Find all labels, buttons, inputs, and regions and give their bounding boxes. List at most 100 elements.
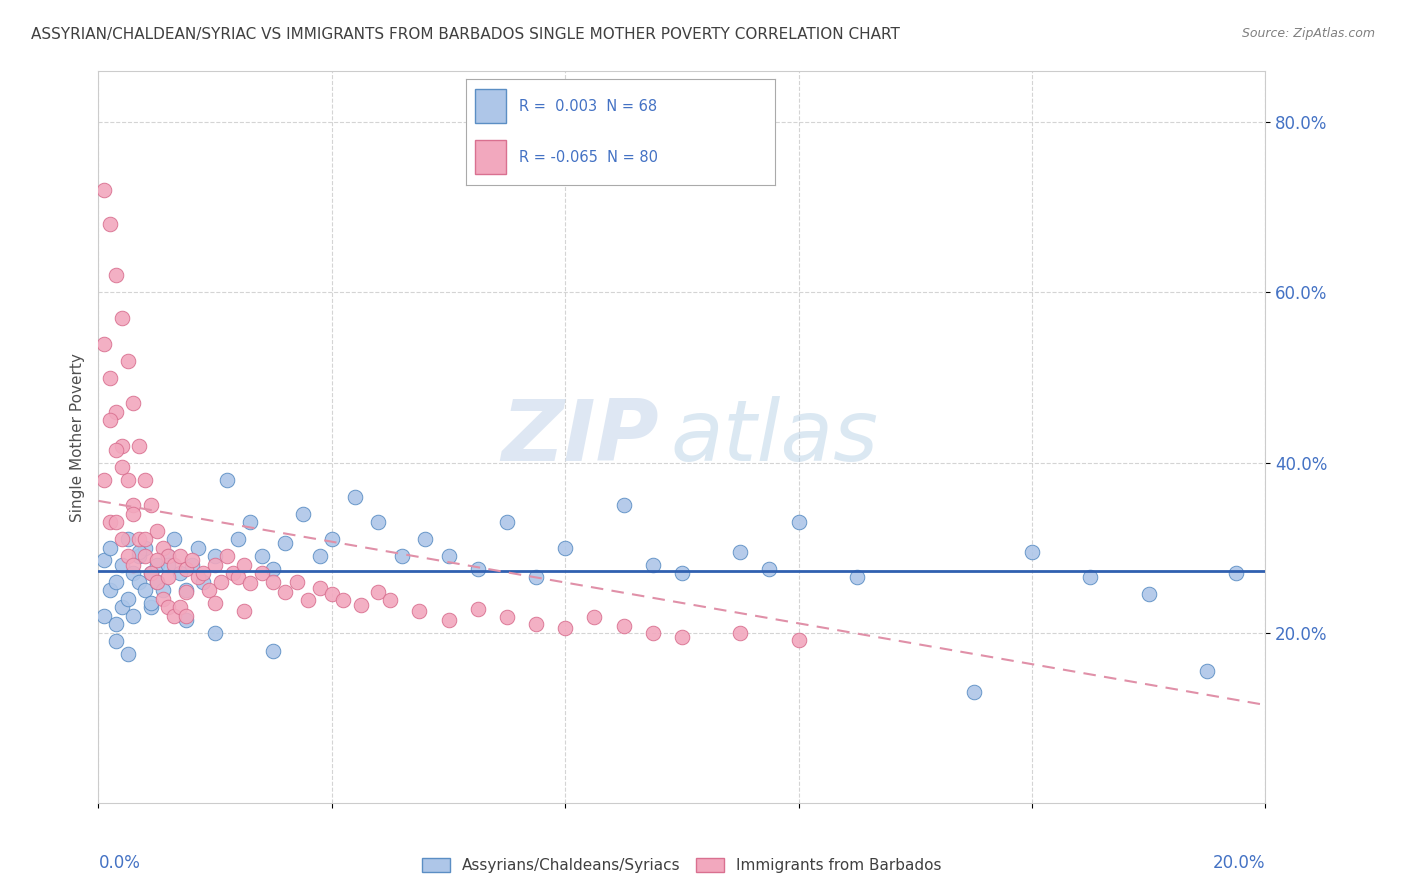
Point: [228, 570, 250, 584]
Point: [524, 617, 547, 632]
Point: [98, 218, 121, 232]
Point: [117, 532, 139, 546]
Point: [98, 413, 121, 427]
Point: [274, 585, 297, 599]
Point: [98, 515, 121, 529]
Point: [239, 576, 262, 591]
Point: [157, 549, 180, 563]
Point: [367, 585, 389, 599]
Point: [228, 532, 250, 546]
Point: [93, 183, 115, 197]
Text: ASSYRIAN/CHALDEAN/SYRIAC VS IMMIGRANTS FROM BARBADOS SINGLE MOTHER POVERTY CORRE: ASSYRIAN/CHALDEAN/SYRIAC VS IMMIGRANTS F…: [31, 27, 900, 42]
Point: [139, 596, 162, 610]
Point: [169, 600, 191, 615]
Point: [233, 558, 256, 572]
Point: [730, 545, 752, 559]
Point: [122, 566, 145, 581]
Point: [250, 549, 273, 563]
Point: [671, 566, 693, 581]
Text: atlas: atlas: [671, 395, 879, 479]
Point: [139, 566, 162, 581]
Point: [350, 599, 373, 613]
Point: [193, 566, 215, 581]
Point: [641, 558, 664, 572]
Point: [152, 591, 174, 606]
Point: [309, 582, 332, 596]
Point: [787, 632, 810, 647]
Point: [139, 566, 162, 581]
Point: [204, 596, 226, 610]
Point: [111, 532, 134, 546]
Point: [104, 404, 127, 418]
Point: [496, 515, 519, 529]
Point: [146, 574, 169, 589]
Point: [233, 604, 256, 618]
Point: [758, 562, 780, 576]
Point: [117, 647, 139, 661]
Text: Source: ZipAtlas.com: Source: ZipAtlas.com: [1241, 27, 1375, 40]
Point: [98, 541, 121, 555]
Point: [117, 473, 139, 487]
Point: [122, 507, 145, 521]
Point: [262, 574, 284, 589]
Point: [128, 549, 150, 563]
Point: [413, 532, 436, 546]
Point: [134, 549, 156, 563]
Point: [554, 541, 576, 555]
Point: [128, 532, 150, 546]
Point: [380, 593, 402, 607]
Point: [496, 610, 519, 624]
Point: [467, 602, 489, 616]
Point: [291, 507, 314, 521]
Point: [321, 587, 343, 601]
Point: [198, 583, 221, 598]
Point: [187, 541, 209, 555]
Point: [180, 558, 202, 572]
Point: [204, 549, 226, 563]
Point: [583, 610, 606, 624]
Point: [524, 570, 547, 584]
Point: [146, 558, 169, 572]
Point: [117, 591, 139, 606]
Point: [391, 549, 413, 563]
Point: [437, 613, 460, 627]
Point: [467, 562, 489, 576]
Point: [215, 549, 238, 563]
Point: [193, 574, 215, 589]
Point: [174, 608, 197, 623]
Point: [204, 558, 226, 572]
Point: [146, 574, 169, 589]
Point: [209, 574, 232, 589]
Point: [104, 515, 127, 529]
Point: [297, 593, 319, 607]
Point: [111, 459, 134, 474]
Point: [285, 574, 308, 589]
Point: [174, 613, 197, 627]
Point: [122, 558, 145, 572]
Point: [437, 549, 460, 563]
Point: [239, 515, 262, 529]
Text: 20.0%: 20.0%: [1213, 854, 1265, 872]
Point: [367, 515, 389, 529]
Point: [117, 549, 139, 563]
Point: [408, 604, 430, 618]
Point: [146, 553, 169, 567]
Point: [344, 490, 367, 504]
Point: [117, 353, 139, 368]
Point: [134, 473, 156, 487]
Point: [104, 634, 127, 648]
Point: [174, 562, 197, 576]
Point: [730, 625, 752, 640]
Point: [309, 549, 332, 563]
Point: [274, 536, 297, 550]
Point: [1021, 545, 1043, 559]
Point: [98, 370, 121, 384]
Point: [262, 562, 284, 576]
Point: [104, 442, 127, 457]
Point: [221, 566, 243, 581]
Point: [262, 644, 284, 658]
Point: [111, 558, 134, 572]
Text: ZIP: ZIP: [501, 395, 658, 479]
Point: [128, 545, 150, 559]
Point: [554, 622, 576, 636]
